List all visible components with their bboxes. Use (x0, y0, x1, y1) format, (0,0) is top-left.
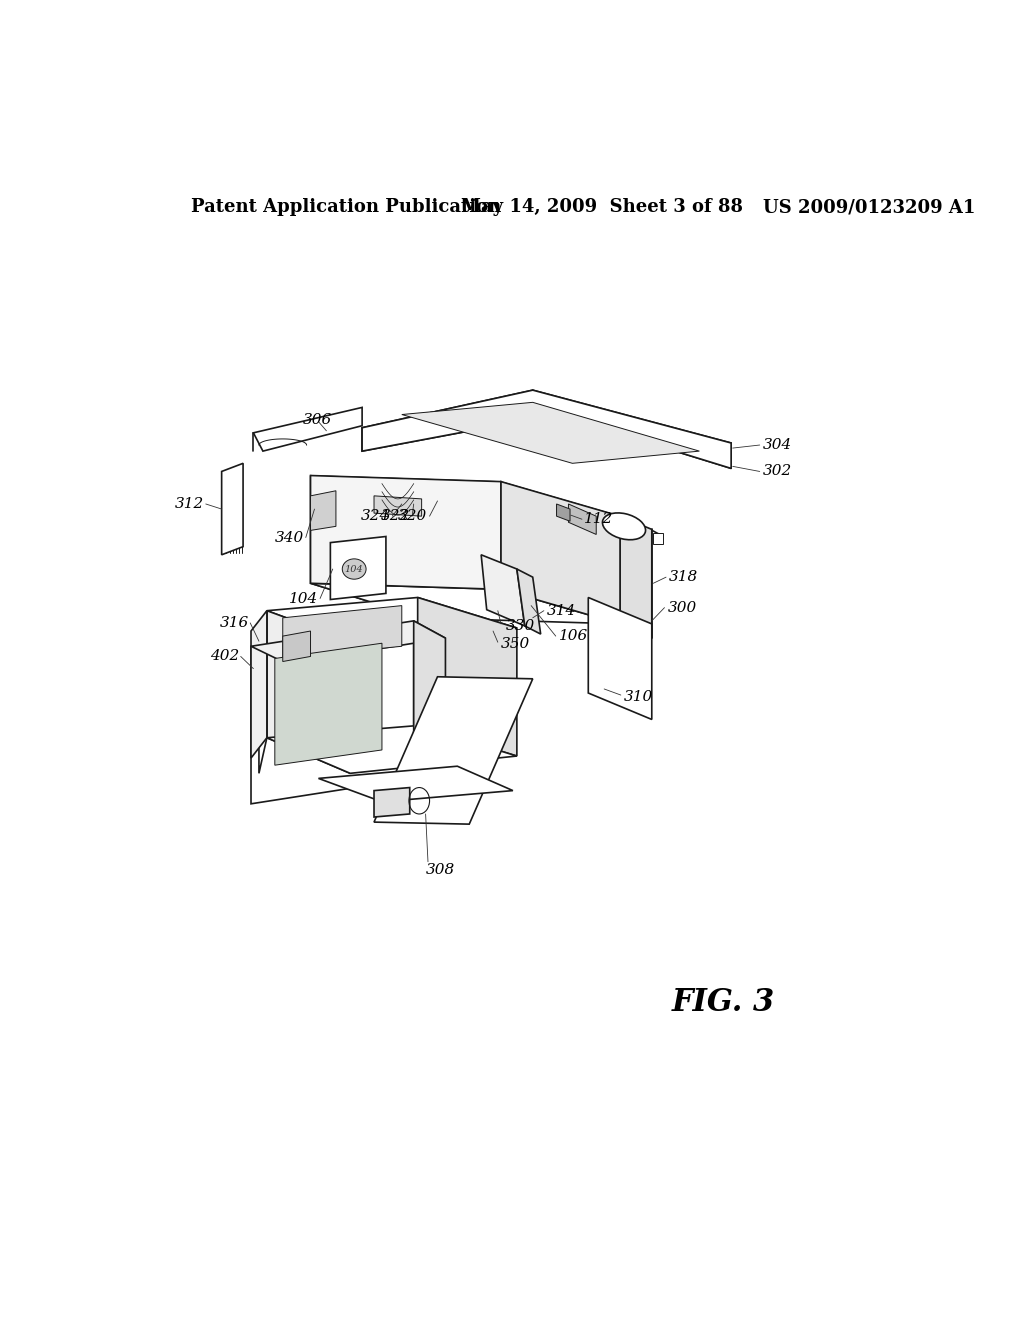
Text: 312: 312 (175, 496, 204, 511)
Polygon shape (267, 726, 517, 774)
Text: 310: 310 (624, 690, 653, 704)
Polygon shape (318, 766, 513, 801)
Polygon shape (251, 620, 414, 804)
Text: 300: 300 (668, 601, 697, 615)
Polygon shape (253, 408, 362, 451)
Polygon shape (310, 475, 501, 589)
Text: FIG. 3: FIG. 3 (672, 986, 775, 1018)
Polygon shape (557, 504, 570, 521)
Polygon shape (517, 569, 541, 634)
Polygon shape (418, 598, 517, 756)
Polygon shape (620, 516, 652, 638)
Ellipse shape (342, 558, 367, 579)
Text: 308: 308 (426, 863, 455, 876)
Text: 112: 112 (585, 512, 613, 527)
Polygon shape (310, 491, 336, 531)
Text: 350: 350 (501, 638, 530, 651)
Polygon shape (568, 504, 596, 535)
Text: May 14, 2009  Sheet 3 of 88: May 14, 2009 Sheet 3 of 88 (461, 198, 743, 216)
Polygon shape (259, 611, 267, 774)
Text: 106: 106 (559, 630, 588, 643)
Ellipse shape (602, 513, 645, 540)
Text: 316: 316 (219, 616, 249, 630)
Polygon shape (374, 788, 410, 817)
Polygon shape (362, 391, 731, 469)
Text: 322: 322 (381, 510, 410, 523)
Text: 340: 340 (274, 531, 304, 545)
Text: 304: 304 (763, 438, 793, 451)
Text: 402: 402 (210, 649, 240, 664)
Polygon shape (221, 463, 243, 554)
Polygon shape (267, 598, 517, 642)
Polygon shape (283, 631, 310, 661)
Polygon shape (374, 496, 422, 516)
Text: 318: 318 (670, 570, 698, 585)
Polygon shape (501, 482, 620, 624)
Text: 314: 314 (547, 603, 577, 618)
Polygon shape (414, 620, 445, 796)
Polygon shape (310, 475, 422, 618)
Polygon shape (251, 611, 267, 758)
Polygon shape (310, 475, 620, 516)
Polygon shape (588, 598, 652, 719)
Polygon shape (267, 611, 350, 774)
Text: Patent Application Publication: Patent Application Publication (191, 198, 502, 216)
Text: US 2009/0123209 A1: US 2009/0123209 A1 (763, 198, 975, 216)
Polygon shape (251, 620, 445, 664)
Text: 320: 320 (398, 510, 427, 523)
Text: 104: 104 (289, 591, 318, 606)
Text: 104: 104 (345, 565, 364, 573)
Bar (653, 533, 663, 544)
Polygon shape (374, 677, 532, 824)
Polygon shape (310, 583, 620, 624)
Polygon shape (401, 403, 699, 463)
Polygon shape (283, 606, 401, 659)
Text: 302: 302 (763, 465, 793, 478)
Polygon shape (481, 554, 524, 626)
Polygon shape (331, 536, 386, 599)
Text: 330: 330 (506, 619, 535, 634)
Text: 306: 306 (303, 413, 332, 426)
Polygon shape (274, 643, 382, 766)
Text: 324: 324 (360, 510, 390, 523)
